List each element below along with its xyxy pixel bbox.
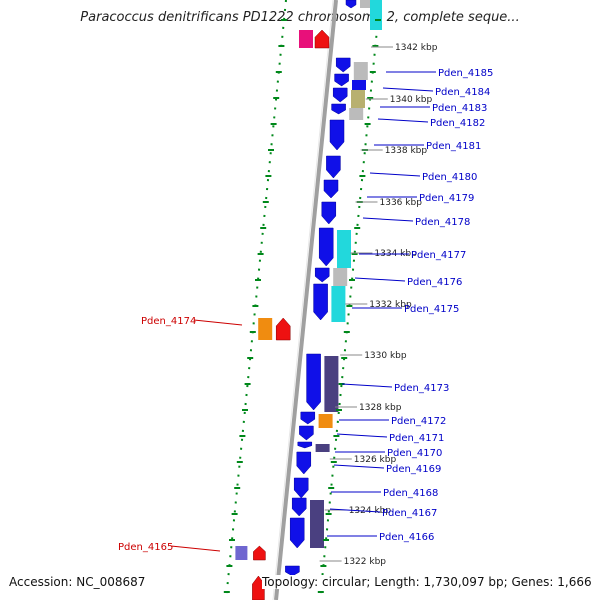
cds-arrow[interactable]: [321, 201, 337, 225]
kbp-tick-label: 1332 kbp: [369, 300, 412, 310]
outer-feature-box[interactable]: [360, 0, 374, 8]
outer-feature-box[interactable]: [353, 62, 368, 80]
gene-label-pden-4180[interactable]: Pden_4180: [422, 172, 477, 183]
gene-label-pden-4178[interactable]: Pden_4178: [415, 217, 470, 228]
gene-leader-line: [382, 87, 434, 92]
gene-label-pden-4179[interactable]: Pden_4179: [419, 193, 474, 204]
gene-label-pden-4175[interactable]: Pden_4175: [404, 304, 459, 315]
left-feature-arrow[interactable]: [275, 317, 291, 341]
outer-feature-box[interactable]: [324, 356, 339, 412]
gene-label-pden-4182[interactable]: Pden_4182: [430, 118, 485, 129]
kbp-tick-label: 1326 kbp: [354, 455, 397, 465]
kbp-tick-label: 1340 kbp: [390, 95, 433, 105]
gene-label-pden-4183[interactable]: Pden_4183: [432, 103, 487, 114]
outer-dotted-ring-left: [225, 0, 287, 600]
left-feature-box[interactable]: [299, 30, 313, 48]
outer-feature-box[interactable]: [318, 414, 333, 428]
gene-label-pden-4166[interactable]: Pden_4166: [379, 532, 434, 543]
gene-label-pden-4171[interactable]: Pden_4171: [389, 433, 444, 444]
cds-arrow[interactable]: [345, 0, 357, 9]
gene-leader-line: [193, 319, 243, 326]
gene-leader-line: [369, 172, 421, 177]
cds-arrow[interactable]: [318, 227, 334, 267]
outer-feature-box[interactable]: [349, 108, 364, 120]
cds-arrow[interactable]: [291, 497, 307, 517]
cds-arrow[interactable]: [297, 441, 313, 449]
gene-label-pden-4168[interactable]: Pden_4168: [383, 488, 438, 499]
gene-label-pden-4173[interactable]: Pden_4173: [394, 383, 449, 394]
gene-leader-line: [329, 508, 381, 513]
gene-label-pden-4165[interactable]: Pden_4165: [118, 542, 173, 553]
outer-feature-box[interactable]: [333, 268, 348, 286]
left-feature-box[interactable]: [235, 546, 248, 560]
gene-label-pden-4177[interactable]: Pden_4177: [411, 250, 466, 261]
cds-arrow[interactable]: [285, 565, 300, 577]
backbone-line: [274, 0, 338, 600]
outer-feature-box[interactable]: [331, 286, 346, 322]
outer-feature-box[interactable]: [352, 80, 366, 90]
outer-feature-box[interactable]: [370, 0, 382, 30]
gene-label-pden-4176[interactable]: Pden_4176: [407, 277, 462, 288]
cds-arrow[interactable]: [334, 73, 349, 87]
gene-label-pden-4184[interactable]: Pden_4184: [435, 87, 490, 98]
kbp-tick-label: 1336 kbp: [380, 198, 423, 208]
left-feature-arrow[interactable]: [314, 29, 330, 49]
gene-leader-line: [341, 383, 393, 388]
map-title: Paracoccus denitrificans PD1222 chromoso…: [80, 10, 520, 25]
cds-arrow[interactable]: [299, 425, 314, 441]
cds-arrow[interactable]: [331, 103, 346, 115]
gene-leader-line: [377, 118, 429, 123]
cds-arrow[interactable]: [306, 353, 321, 411]
gene-label-pden-4172[interactable]: Pden_4172: [391, 416, 446, 427]
cds-arrow[interactable]: [289, 517, 305, 549]
gene-label-pden-4185[interactable]: Pden_4185: [438, 68, 493, 79]
outer-feature-box[interactable]: [310, 500, 324, 548]
kbp-tick-label: 1328 kbp: [359, 403, 402, 413]
cds-arrow[interactable]: [332, 87, 348, 103]
left-feature-arrow[interactable]: [253, 545, 266, 561]
gene-leader-line: [170, 545, 221, 552]
outer-feature-box[interactable]: [337, 230, 351, 268]
gene-label-pden-4169[interactable]: Pden_4169: [386, 464, 441, 475]
cds-arrow[interactable]: [293, 477, 309, 499]
cds-arrow[interactable]: [329, 119, 345, 151]
left-feature-box[interactable]: [258, 318, 273, 340]
gene-label-pden-4170[interactable]: Pden_4170: [387, 448, 442, 459]
kbp-tick-label: 1338 kbp: [385, 146, 428, 156]
cds-arrow[interactable]: [314, 267, 330, 283]
cds-arrow[interactable]: [335, 57, 351, 73]
kbp-tick-label: 1342 kbp: [395, 43, 438, 53]
kbp-tick-label: 1322 kbp: [344, 557, 387, 567]
cds-arrow[interactable]: [326, 155, 341, 179]
gene-label-pden-4174[interactable]: Pden_4174: [141, 316, 196, 327]
outer-dotted-ring-right: [319, 0, 381, 600]
topology-info: Topology: circular; Length: 1,730,097 bp…: [262, 575, 592, 589]
backbone-highlight: [272, 0, 334, 600]
accession-label: Accession: NC_008687: [9, 575, 146, 589]
outer-feature-box[interactable]: [351, 90, 365, 108]
outer-feature-box[interactable]: [315, 444, 330, 452]
gene-leader-line: [333, 464, 385, 469]
gene-leader-line: [336, 433, 388, 438]
gene-leader-line: [354, 277, 406, 282]
cds-arrow[interactable]: [300, 411, 316, 425]
cds-arrow[interactable]: [296, 451, 312, 475]
cds-arrow[interactable]: [313, 283, 328, 321]
gene-label-pden-4181[interactable]: Pden_4181: [426, 141, 481, 152]
kbp-tick-label: 1330 kbp: [364, 351, 407, 361]
gene-leader-line: [362, 217, 414, 222]
left-feature-arrow[interactable]: [252, 575, 265, 600]
gene-label-pden-4167[interactable]: Pden_4167: [382, 508, 437, 519]
cds-arrow[interactable]: [323, 179, 339, 199]
